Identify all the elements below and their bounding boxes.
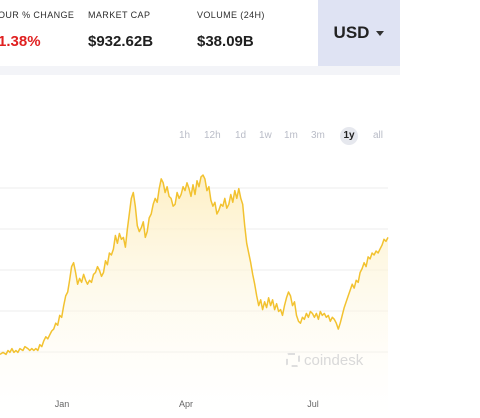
- currency-dropdown[interactable]: USD: [318, 0, 400, 66]
- price-chart-svg: Jan Apr Jul: [0, 174, 389, 418]
- range-tab-1m[interactable]: 1m: [284, 130, 298, 141]
- range-tab-all[interactable]: all: [373, 130, 384, 141]
- coindesk-logo-icon: [286, 353, 300, 367]
- stat-volume-value: $38.09B: [197, 33, 254, 50]
- price-line: [0, 174, 389, 356]
- x-tick-label: Jan: [55, 399, 70, 409]
- stats-bar: OUR % CHANGE 1.38% MARKET CAP $932.62B V…: [0, 0, 400, 66]
- stat-24h-change-value: 1.38%: [0, 33, 41, 50]
- x-tick-label: Apr: [179, 399, 193, 409]
- price-widget: OUR % CHANGE 1.38% MARKET CAP $932.62B V…: [0, 0, 400, 418]
- price-chart: Jan Apr Jul: [0, 145, 400, 418]
- coindesk-watermark: coindesk: [286, 350, 363, 370]
- currency-selected: USD: [333, 23, 370, 42]
- stat-market-cap-value: $932.62B: [88, 33, 154, 50]
- range-tab-1d[interactable]: 1d: [235, 130, 247, 141]
- stat-volume-label: VOLUME (24H): [197, 10, 265, 20]
- stats-divider: [0, 66, 400, 75]
- range-tab-1y[interactable]: 1y: [340, 127, 358, 145]
- caret-down-icon: [376, 30, 385, 36]
- range-tab-12h[interactable]: 12h: [204, 130, 221, 141]
- stat-market-cap-label: MARKET CAP: [88, 10, 151, 20]
- range-tab-1w[interactable]: 1w: [259, 130, 272, 141]
- watermark-text: coindesk: [304, 351, 364, 369]
- range-tab-3m[interactable]: 3m: [311, 130, 325, 141]
- price-area-fill: [0, 175, 388, 418]
- stat-24h-change-label: OUR % CHANGE: [0, 10, 75, 20]
- range-tab-1h[interactable]: 1h: [179, 130, 191, 141]
- x-axis-ticks: Jan Apr Jul: [55, 399, 319, 409]
- x-tick-label: Jul: [307, 399, 319, 409]
